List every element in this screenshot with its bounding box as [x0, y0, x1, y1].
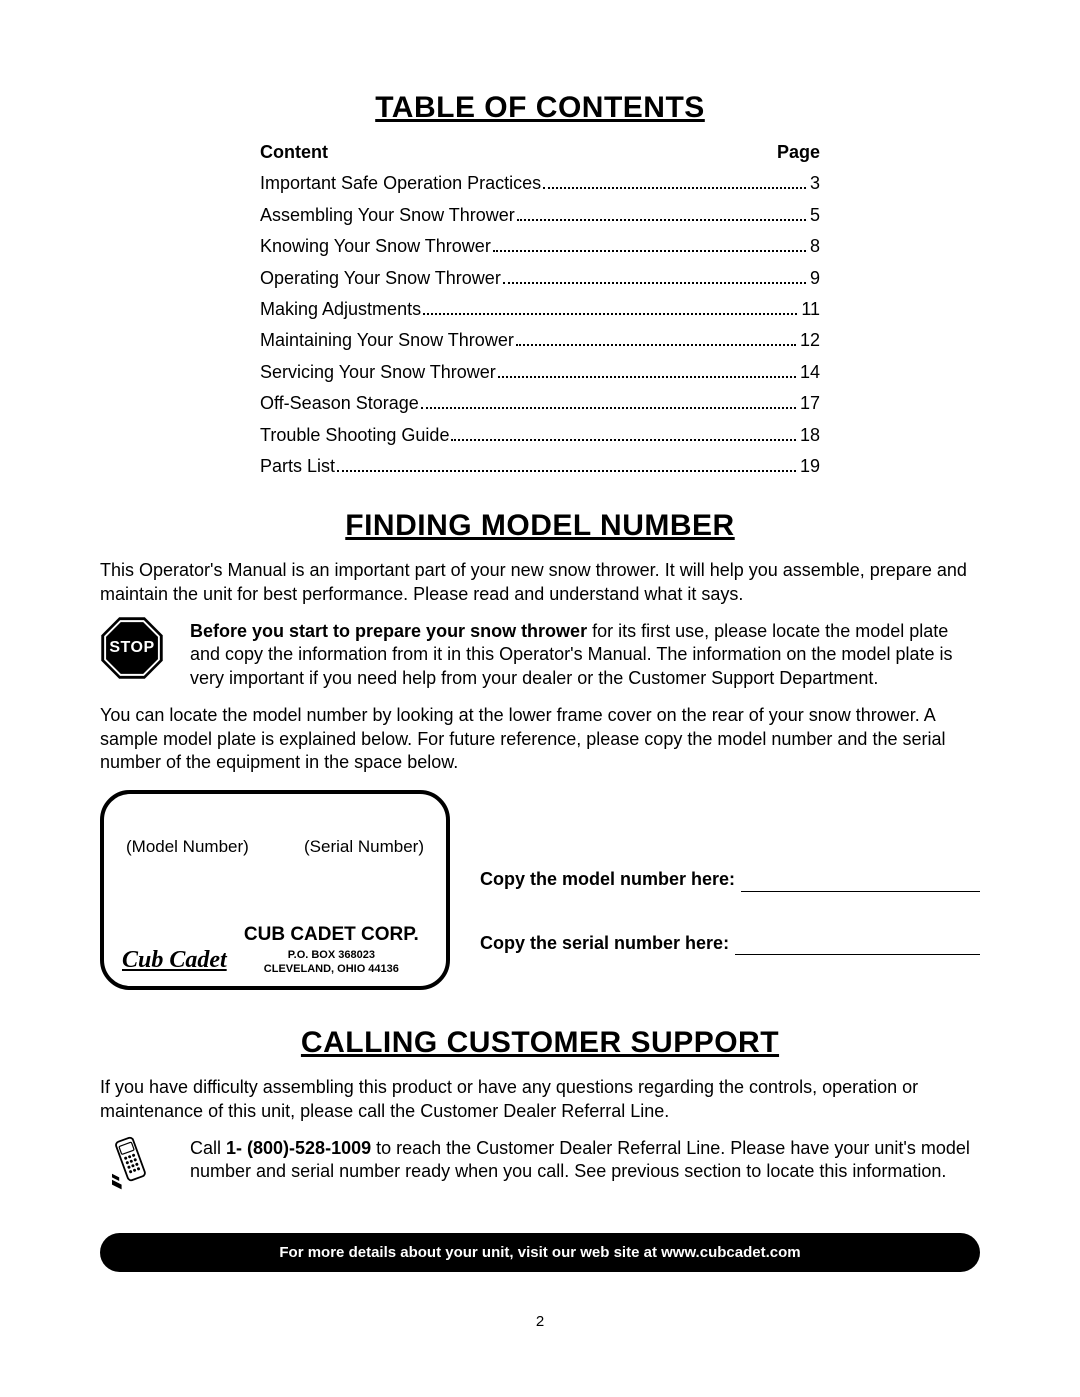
plate-pobox: P.O. BOX 368023 — [235, 948, 428, 962]
toc-leader-dots — [498, 376, 796, 378]
toc-item-page: 8 — [810, 235, 820, 258]
plate-city: CLEVELAND, OHIO 44136 — [235, 962, 428, 976]
toc-table: Content Page Important Safe Operation Pr… — [260, 141, 820, 478]
plate-model-label: (Model Number) — [126, 836, 249, 858]
stop-callout: STOP Before you start to prepare your sn… — [100, 614, 980, 696]
toc-item-label: Trouble Shooting Guide — [260, 424, 449, 447]
toc-leader-dots — [503, 282, 806, 284]
toc-row: Assembling Your Snow Thrower 5 — [260, 204, 820, 227]
toc-item-page: 14 — [800, 361, 820, 384]
toc-leader-dots — [493, 250, 806, 252]
toc-leader-dots — [517, 219, 806, 221]
toc-item-label: Operating Your Snow Thrower — [260, 267, 501, 290]
toc-item-label: Making Adjustments — [260, 298, 421, 321]
toc-item-page: 12 — [800, 329, 820, 352]
toc-item-page: 3 — [810, 172, 820, 195]
toc-header-page: Page — [777, 141, 820, 164]
toc-row: Servicing Your Snow Thrower 14 — [260, 361, 820, 384]
toc-row: Important Safe Operation Practices 3 — [260, 172, 820, 195]
toc-item-label: Parts List — [260, 455, 335, 478]
toc-item-page: 19 — [800, 455, 820, 478]
toc-row: Making Adjustments 11 — [260, 298, 820, 321]
stop-lead: Before you start to prepare your snow th… — [190, 621, 587, 641]
support-call-paragraph: Call 1- (800)-528-1009 to reach the Cust… — [190, 1137, 980, 1184]
toc-row: Trouble Shooting Guide 18 — [260, 424, 820, 447]
toc-heading: TABLE OF CONTENTS — [100, 88, 980, 127]
toc-item-page: 18 — [800, 424, 820, 447]
stop-icon: STOP — [100, 616, 164, 680]
plate-corp-name: CUB CADET CORP. — [235, 923, 428, 948]
toc-leader-dots — [337, 470, 796, 472]
toc-item-label: Servicing Your Snow Thrower — [260, 361, 496, 384]
toc-leader-dots — [421, 407, 796, 409]
finding-heading: FINDING MODEL NUMBER — [100, 506, 980, 545]
toc-item-page: 9 — [810, 267, 820, 290]
copy-serial-blank — [735, 954, 980, 955]
toc-item-page: 17 — [800, 392, 820, 415]
toc-row: Operating Your Snow Thrower 9 — [260, 267, 820, 290]
toc-item-label: Maintaining Your Snow Thrower — [260, 329, 514, 352]
stop-paragraph: Before you start to prepare your snow th… — [190, 620, 980, 690]
finding-intro: This Operator's Manual is an important p… — [100, 559, 980, 606]
plate-logo: Cub Cadet — [122, 945, 227, 976]
support-heading: CALLING CUSTOMER SUPPORT — [100, 1023, 980, 1062]
call-phone: 1- (800)-528-1009 — [226, 1138, 371, 1158]
copy-serial-label: Copy the serial number here: — [480, 932, 729, 955]
footer-bar: For more details about your unit, visit … — [100, 1233, 980, 1273]
stop-icon-label: STOP — [100, 616, 164, 680]
toc-leader-dots — [516, 344, 796, 346]
call-pre: Call — [190, 1138, 226, 1158]
toc-row: Maintaining Your Snow Thrower 12 — [260, 329, 820, 352]
plate-serial-label: (Serial Number) — [304, 836, 424, 858]
copy-model-label: Copy the model number here: — [480, 868, 735, 891]
toc-row: Parts List 19 — [260, 455, 820, 478]
toc-item-label: Knowing Your Snow Thrower — [260, 235, 491, 258]
toc-leader-dots — [423, 313, 797, 315]
toc-item-label: Assembling Your Snow Thrower — [260, 204, 515, 227]
toc-row: Knowing Your Snow Thrower 8 — [260, 235, 820, 258]
finding-after: You can locate the model number by looki… — [100, 704, 980, 774]
toc-leader-dots — [543, 187, 806, 189]
page-number: 2 — [100, 1312, 980, 1332]
toc-item-page: 5 — [810, 204, 820, 227]
toc-item-label: Important Safe Operation Practices — [260, 172, 541, 195]
toc-row: Off-Season Storage 17 — [260, 392, 820, 415]
model-plate: (Model Number) (Serial Number) Cub Cadet… — [100, 790, 450, 990]
support-intro: If you have difficulty assembling this p… — [100, 1076, 980, 1123]
toc-item-label: Off-Season Storage — [260, 392, 419, 415]
toc-item-page: 11 — [801, 298, 820, 321]
copy-model-blank — [741, 891, 980, 892]
toc-leader-dots — [451, 439, 796, 441]
toc-header-content: Content — [260, 141, 328, 164]
phone-icon — [100, 1133, 160, 1193]
phone-callout: Call 1- (800)-528-1009 to reach the Cust… — [100, 1131, 980, 1193]
